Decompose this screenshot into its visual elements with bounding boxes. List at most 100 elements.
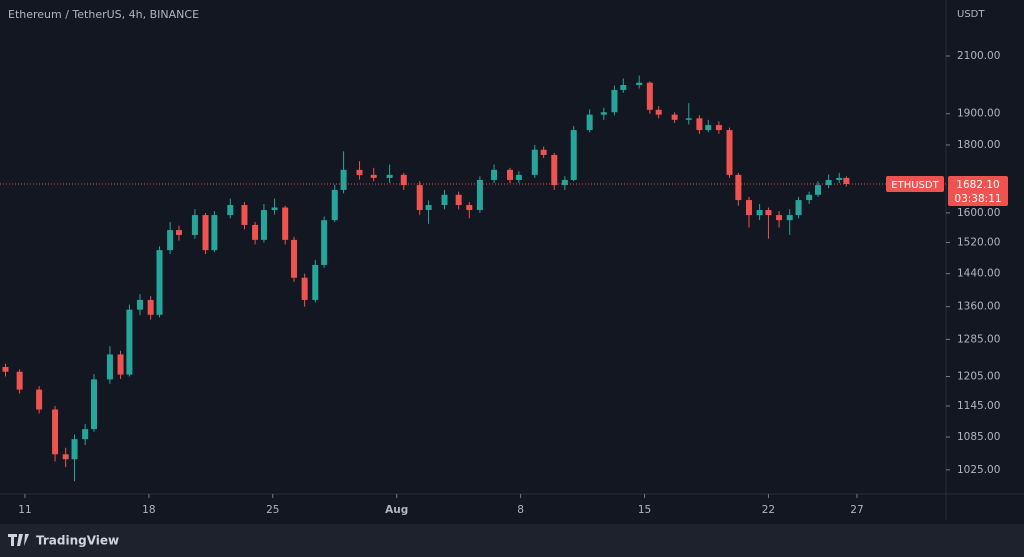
y-tick-label: 2100.00 [957,50,1000,62]
candle-body [491,169,498,180]
y-tick-label: 1900.00 [957,108,1000,120]
candle-body [466,205,473,211]
y-tick-label: 1145.00 [957,400,1000,412]
candle-body [671,114,678,120]
candle-body [340,169,347,190]
chart-title: Ethereum / TetherUS, 4h, BINANCE [8,8,199,21]
candle-body [126,309,133,375]
y-tick-label: 1025.00 [957,464,1000,476]
candle-body [260,210,267,240]
y-tick-label: 1440.00 [957,268,1000,280]
candle-body [696,118,703,131]
footer [0,524,1024,557]
candle-body [400,174,407,186]
candle-body [356,169,363,175]
y-tick-label: 1520.00 [957,237,1000,249]
candle-body [715,125,722,131]
candle-body [843,177,850,185]
candle-body [291,239,298,278]
candle-body [540,149,547,155]
x-tick-label: Aug [385,504,408,516]
y-tick-label: 1600.00 [957,207,1000,219]
brand-logo [8,534,29,546]
candle-body [825,179,832,186]
candle-body [476,179,483,211]
candle-body [416,185,423,211]
x-tick-label: 22 [762,504,775,516]
candle-body [795,200,802,216]
symbol-tag [886,176,944,193]
x-tick-label: 27 [850,504,863,516]
candle-body [52,409,59,455]
candle-body [211,215,218,251]
y-tick-label: 1800.00 [957,139,1000,151]
countdown-label: 03:38:11 [954,193,1001,205]
candle-body [167,230,174,251]
candle-body [786,215,793,221]
y-unit: USDT [957,9,985,20]
x-tick-label: 8 [517,504,524,516]
candle-body [815,185,822,195]
candle-body [531,149,538,175]
candle-body [117,354,124,375]
candle-body [106,354,113,380]
y-tick-label: 1285.00 [957,333,1000,345]
candle-body [551,154,558,186]
candle-body [561,179,568,186]
candle-body [515,174,522,180]
candle-body [137,299,144,310]
price-tag-label: 1682.10 [956,179,999,191]
candle-body [586,114,593,131]
candle-body [570,130,577,180]
x-tick-label: 25 [266,504,279,516]
candle-body [331,189,338,221]
candle-body [441,194,448,206]
candle-body [191,215,198,235]
candle-body [36,389,43,410]
candle-body [620,85,627,90]
candle-body [646,82,653,110]
candle-body [685,118,692,120]
candle-body [425,205,432,211]
candle-body [745,200,752,216]
candle-body [62,454,69,460]
candle-body [271,207,278,211]
candle-body [806,194,813,201]
candle-body [636,82,643,86]
candle-body [611,89,618,113]
candle-body [321,220,328,265]
brand[interactable]: TradingView [36,534,119,548]
candle-body [312,264,319,300]
x-tick-label: 18 [142,504,155,516]
candle-body [776,215,783,221]
y-tick-label: 1085.00 [957,431,1000,443]
candle-body [301,277,308,300]
candle-body [735,174,742,201]
candle-body [71,439,78,460]
candle-body [282,207,289,240]
candle-body [455,194,462,206]
candle-body [370,174,377,178]
candle-body [765,210,772,216]
candle-body [2,367,9,372]
symbol-tag-label: ETHUSDT [891,180,939,191]
candle-body [175,230,182,235]
y-tick-label: 1205.00 [957,371,1000,383]
candle-body [726,130,733,175]
candle-body [147,299,154,315]
y-tick-label: 1360.00 [957,301,1000,313]
candle-body [386,174,393,178]
candle-body [202,215,209,251]
candle-body [756,210,763,216]
price-tag [948,176,1008,207]
candle-body [90,379,97,430]
candle-body [836,177,843,180]
candle-body [655,109,662,115]
x-tick-label: 11 [18,504,31,516]
candle-body [227,205,234,216]
x-tick-label: 15 [638,504,651,516]
candle-body [16,371,23,390]
candle-body [705,125,712,131]
